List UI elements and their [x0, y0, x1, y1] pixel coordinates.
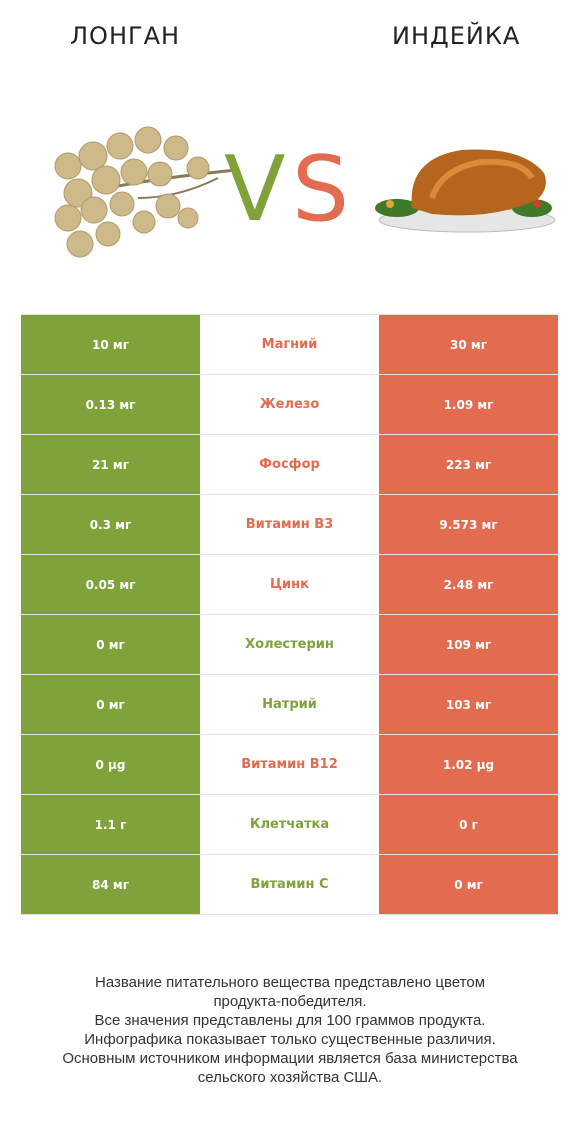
right-value: 1.02 µg	[379, 735, 558, 794]
right-value: 223 мг	[379, 435, 558, 494]
left-product-title: ЛОНГАН	[70, 22, 181, 50]
nutrient-name: Клетчатка	[200, 795, 379, 854]
right-value: 1.09 мг	[379, 375, 558, 434]
footer-line: Инфографика показывает только существенн…	[84, 1031, 496, 1048]
table-row: 0 µg Витамин B12 1.02 µg	[21, 735, 558, 795]
right-value: 0 г	[379, 795, 558, 854]
footer-line: Основным источником информации является …	[62, 1050, 518, 1067]
vs-logo: V S	[224, 137, 349, 230]
nutrient-name: Натрий	[200, 675, 379, 734]
left-value: 0 мг	[21, 615, 200, 674]
turkey-image	[375, 149, 556, 233]
left-value: 1.1 г	[21, 795, 200, 854]
table-row: 0.3 мг Витамин B3 9.573 мг	[21, 495, 558, 555]
comparison-table: 10 мг Магний 30 мг 0.13 мг Железо 1.09 мг 21 м…	[21, 314, 558, 915]
right-value: 9.573 мг	[379, 495, 558, 554]
nutrient-name: Витамин B12	[200, 735, 379, 794]
vs-s-letter: S	[292, 137, 349, 230]
nutrient-name: Витамин B3	[200, 495, 379, 554]
footer-line: Название питательного вещества представл…	[94, 974, 486, 991]
right-value: 109 мг	[379, 615, 558, 674]
vs-v-letter: V	[224, 137, 286, 230]
left-value: 0 мг	[21, 675, 200, 734]
left-value: 21 мг	[21, 435, 200, 494]
nutrient-name: Фосфор	[200, 435, 379, 494]
right-product-title: ИНДЕЙКА	[392, 22, 521, 50]
table-row: 0 мг Натрий 103 мг	[21, 675, 558, 735]
nutrient-name: Холестерин	[200, 615, 379, 674]
nutrient-name: Цинк	[200, 555, 379, 614]
footer-line: Все значения представлены для 100 граммо…	[94, 1012, 486, 1029]
nutrient-name: Магний	[200, 315, 379, 374]
nutrient-name: Витамин C	[200, 855, 379, 914]
right-value: 30 мг	[379, 315, 558, 374]
left-value: 84 мг	[21, 855, 200, 914]
left-value: 0 µg	[21, 735, 200, 794]
left-value: 10 мг	[21, 315, 200, 374]
footer-line: продукта-победителя.	[213, 993, 367, 1010]
right-value: 0 мг	[379, 855, 558, 914]
right-value: 2.48 мг	[379, 555, 558, 614]
table-row: 10 мг Магний 30 мг	[21, 314, 558, 375]
longan-image	[54, 126, 237, 258]
left-value: 0.13 мг	[21, 375, 200, 434]
left-value: 0.05 мг	[21, 555, 200, 614]
footer-note: Название питательного вещества представл…	[20, 973, 560, 1087]
left-value: 0.3 мг	[21, 495, 200, 554]
nutrient-name: Железо	[200, 375, 379, 434]
table-row: 0.05 мг Цинк 2.48 мг	[21, 555, 558, 615]
footer-line: сельского хозяйства США.	[197, 1069, 383, 1086]
table-row: 0.13 мг Железо 1.09 мг	[21, 375, 558, 435]
right-value: 103 мг	[379, 675, 558, 734]
table-row: 21 мг Фосфор 223 мг	[21, 435, 558, 495]
table-row: 0 мг Холестерин 109 мг	[21, 615, 558, 675]
table-row: 1.1 г Клетчатка 0 г	[21, 795, 558, 855]
